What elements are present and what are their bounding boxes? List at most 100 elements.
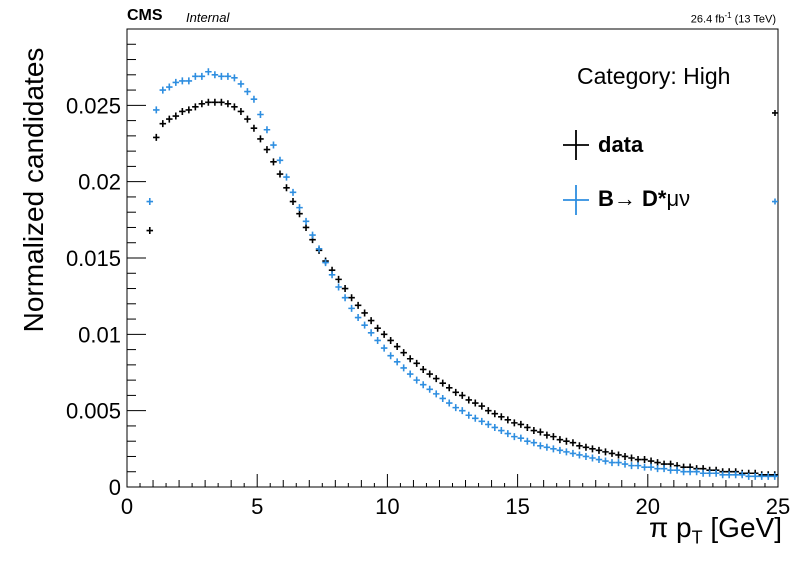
data-point <box>159 86 167 94</box>
data-point <box>400 364 407 372</box>
data-point <box>244 115 251 123</box>
data-point <box>185 77 193 85</box>
data-point <box>445 399 453 407</box>
data-point <box>159 120 167 128</box>
data-point <box>556 436 564 444</box>
data-point <box>647 457 655 465</box>
x-tick-label: 15 <box>505 494 529 519</box>
data-point <box>563 448 570 456</box>
data-point <box>211 98 219 106</box>
data-point <box>322 259 329 267</box>
data-point <box>537 442 544 450</box>
data-point <box>498 413 505 421</box>
overflow-marker <box>772 109 778 116</box>
data-point <box>250 124 258 132</box>
data-point <box>185 106 193 114</box>
data-points <box>146 68 778 480</box>
data-point <box>146 227 154 235</box>
data-point <box>380 344 388 352</box>
data-point <box>602 457 609 465</box>
data-point <box>328 271 336 279</box>
data-point <box>517 434 525 442</box>
data-point <box>361 309 368 317</box>
data-point <box>309 231 316 239</box>
data-point <box>393 358 401 366</box>
data-point <box>576 442 583 450</box>
data-point <box>524 423 531 431</box>
data-point <box>426 370 433 378</box>
data-point <box>491 410 499 418</box>
data-point <box>354 314 362 322</box>
data-point <box>511 433 518 441</box>
data-point <box>354 301 362 309</box>
data-point <box>393 343 401 351</box>
data-point <box>179 77 186 85</box>
data-point <box>621 460 629 468</box>
data-point <box>198 72 206 80</box>
data-point <box>192 103 199 111</box>
data-point <box>153 133 160 141</box>
data-point <box>335 283 342 291</box>
data-point <box>569 449 577 457</box>
data-point <box>615 459 622 467</box>
data-point <box>172 112 180 120</box>
data-point <box>406 370 414 378</box>
data-point <box>485 420 492 428</box>
data-point <box>628 462 635 470</box>
data-point <box>738 471 746 479</box>
data-point <box>387 336 394 344</box>
data-point <box>432 390 440 398</box>
data-point <box>602 448 609 456</box>
data-point <box>595 446 603 454</box>
data-point <box>582 452 590 460</box>
data-point <box>465 411 473 419</box>
data-point <box>530 427 538 435</box>
data-point <box>511 419 518 427</box>
data-point <box>315 245 323 253</box>
y-tick-label: 0.005 <box>66 399 121 424</box>
data-point <box>680 468 687 476</box>
data-point <box>686 468 694 476</box>
legend-label-mc: B→ D*μν <box>598 186 691 211</box>
data-point <box>231 74 238 82</box>
data-point <box>660 465 668 473</box>
data-point <box>237 80 245 88</box>
data-point <box>472 399 479 407</box>
data-point <box>179 107 186 115</box>
series-1 <box>146 68 778 480</box>
data-point <box>244 88 251 96</box>
data-point <box>211 71 219 79</box>
data-point <box>192 72 199 80</box>
data-point <box>263 146 271 154</box>
data-point <box>647 463 655 471</box>
data-point <box>263 126 271 134</box>
data-point <box>419 381 427 389</box>
data-point <box>413 359 420 367</box>
data-point <box>550 433 557 441</box>
y-axis-ticks: 0 0.005 0.01 0.015 0.02 0.025 <box>66 28 146 500</box>
data-point <box>621 452 629 460</box>
data-point <box>589 454 596 462</box>
data-point <box>172 78 180 86</box>
data-point <box>380 330 388 338</box>
x-tick-label: 10 <box>375 494 399 519</box>
data-point <box>465 396 473 404</box>
data-point <box>459 407 466 415</box>
data-point <box>289 188 297 196</box>
data-point <box>608 449 616 457</box>
data-point <box>524 437 531 445</box>
y-tick-label: 0.02 <box>78 170 121 195</box>
data-point <box>706 469 713 477</box>
data-point <box>276 156 284 164</box>
data-point <box>270 158 277 166</box>
data-point <box>283 173 290 181</box>
data-point <box>576 451 583 459</box>
data-point <box>719 471 726 479</box>
legend-label-data: data <box>598 132 644 157</box>
data-point <box>361 321 368 329</box>
data-point <box>439 394 446 402</box>
data-point <box>146 198 154 206</box>
data-point <box>569 439 577 447</box>
y-tick-label: 0.015 <box>66 246 121 271</box>
